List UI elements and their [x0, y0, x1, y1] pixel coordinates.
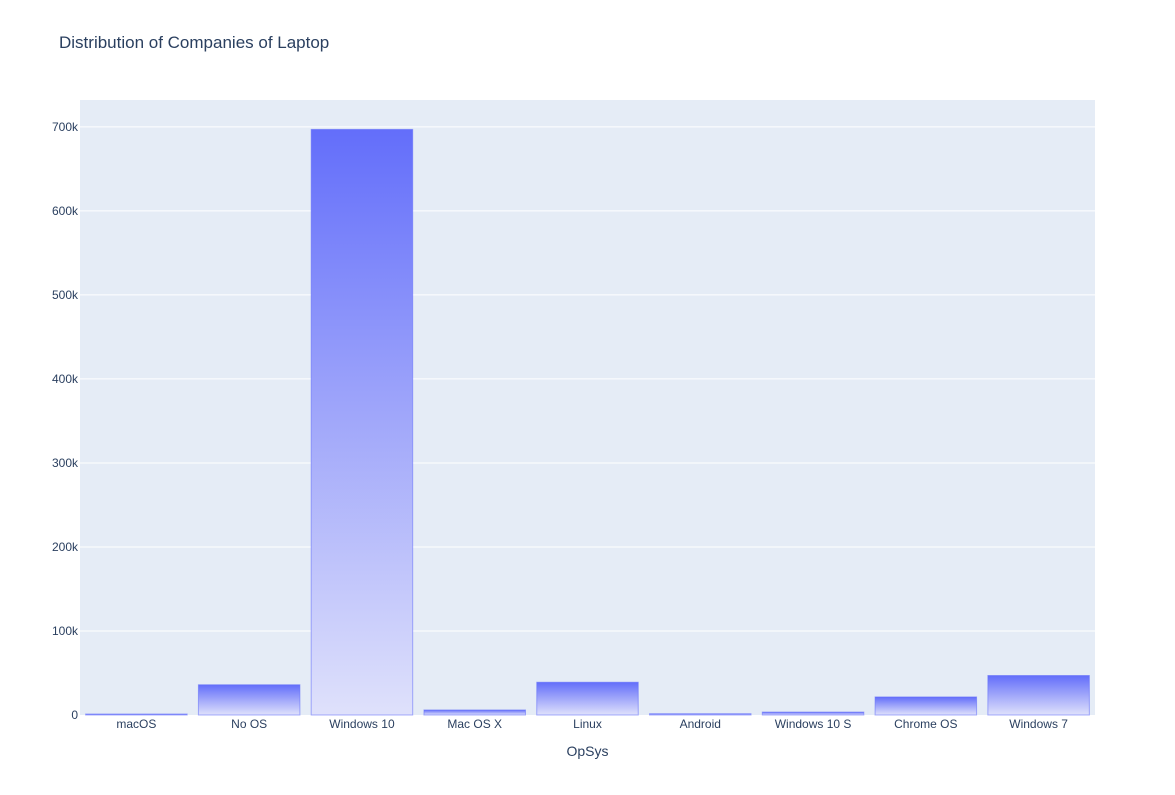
- bar-windows-7: [987, 675, 1090, 716]
- bars: [85, 128, 1090, 716]
- x-tick-label: Mac OS X: [447, 717, 502, 731]
- x-tick-label: No OS: [231, 717, 267, 731]
- bar-chrome-os: [874, 696, 978, 716]
- x-axis-title: OpSys: [566, 743, 608, 759]
- bar-mac-os-x: [423, 709, 526, 716]
- y-tick-label: 700k: [52, 120, 79, 134]
- x-tick-label: Chrome OS: [894, 717, 957, 731]
- bar-linux: [536, 681, 639, 716]
- x-tick-label: Android: [680, 717, 721, 731]
- bar-windows-10-s: [761, 711, 865, 716]
- y-tick-label: 100k: [52, 624, 79, 638]
- x-axis-ticks: macOS No OS Windows 10 Mac OS X Linux Android…: [116, 717, 1068, 731]
- y-tick-label: 300k: [52, 456, 79, 470]
- bar-no-os: [197, 684, 301, 716]
- x-tick-label: Windows 7: [1009, 717, 1068, 731]
- y-tick-label: 500k: [52, 288, 79, 302]
- bar-windows-10: [310, 128, 414, 716]
- y-tick-label: 0: [71, 708, 78, 722]
- gridlines: [80, 126, 1095, 632]
- x-tick-label: macOS: [116, 717, 156, 731]
- y-axis-ticks: 0 100k 200k 300k 400k 500k 600k 700k: [52, 120, 79, 722]
- y-tick-label: 600k: [52, 204, 79, 218]
- y-tick-label: 200k: [52, 540, 79, 554]
- y-tick-label: 400k: [52, 372, 79, 386]
- chart-title: Distribution of Companies of Laptop: [59, 33, 330, 52]
- bar-android: [649, 713, 752, 716]
- bar-macos: [85, 713, 188, 716]
- plot-background: [80, 100, 1095, 715]
- x-tick-label: Linux: [573, 717, 602, 731]
- x-tick-label: Windows 10 S: [775, 717, 852, 731]
- x-tick-label: Windows 10: [329, 717, 395, 731]
